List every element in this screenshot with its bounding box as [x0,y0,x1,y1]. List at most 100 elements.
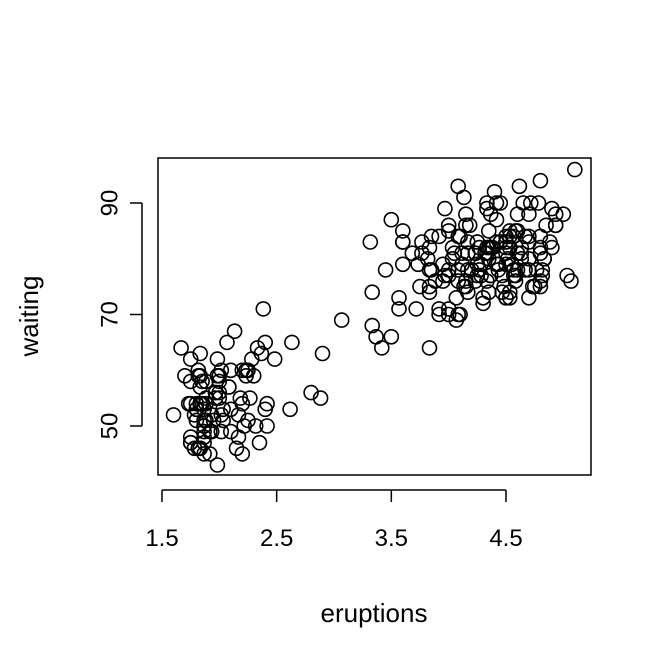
data-point [284,334,300,351]
data-point [312,390,329,406]
data-point [194,395,210,412]
data-point [522,195,539,211]
data-point [521,250,537,267]
data-point [188,395,205,412]
data-point [528,262,545,278]
x-tick-label: 4.5 [489,525,522,552]
data-point [532,273,549,289]
data-point [461,217,478,234]
plot-frame [157,157,592,476]
data-point [467,273,484,289]
data-point [431,306,447,323]
data-point [509,262,526,278]
data-point [408,301,425,317]
data-point [421,262,438,278]
data-point [458,273,474,289]
data-point [479,200,495,217]
data-point [314,345,331,362]
data-point [240,362,256,379]
data-point [364,317,381,334]
data-point [259,395,275,412]
data-point [362,234,379,250]
data-point [259,418,275,434]
data-point [186,440,203,457]
data-point [333,312,350,328]
data-point [437,200,453,217]
data-point [534,262,551,278]
data-point [480,223,497,239]
data-point [391,301,407,317]
data-point [431,301,447,317]
data-point [182,395,199,412]
data-point [177,367,193,384]
data-point [236,418,252,434]
data-point [475,289,491,306]
data-point [421,239,438,256]
data-point [234,395,251,412]
data-point [440,306,457,323]
x-tick-label: 2.5 [260,525,293,552]
data-point [412,278,428,295]
data-point [503,256,520,273]
data-point [190,440,207,457]
data-point [215,412,231,429]
data-point [421,340,438,356]
data-point [488,234,505,250]
data-point [255,301,272,317]
data-point [182,351,199,367]
data-point [226,323,243,340]
y-tick-label: 90 [97,190,124,217]
data-point [209,351,226,367]
y-axis: 50 70 90 [97,190,143,439]
data-point [221,379,237,395]
data-point [454,245,470,261]
data-point [507,223,524,239]
data-point [435,256,451,273]
data-point [517,262,533,278]
data-point [377,262,394,278]
data-point [194,373,210,390]
data-point [251,434,268,451]
data-point [394,256,411,273]
data-point [257,334,274,351]
data-point [198,395,214,412]
data-point [190,362,207,379]
data-point [196,423,212,440]
data-point [421,278,438,295]
data-point [566,161,583,178]
data-point [473,267,489,284]
data-point [530,195,547,211]
x-axis-label: eruptions [321,598,428,628]
data-point [249,340,266,356]
data-point [391,289,407,306]
data-point [383,211,400,228]
data-point [373,340,390,356]
data-point [192,345,208,362]
data-point [532,239,549,256]
data-point [547,217,564,234]
x-axis: 1.5 2.5 3.5 4.5 [145,489,523,552]
y-tick-label: 70 [97,301,124,328]
data-point [440,262,457,278]
data-point [473,256,489,273]
data-point [165,407,182,423]
data-point [469,234,486,250]
data-point [492,234,509,250]
y-axis-label: waiting [14,276,44,358]
data-point [182,429,199,445]
x-tick-label: 1.5 [145,525,178,552]
data-point [282,401,298,418]
data-point [223,423,239,440]
data-point [458,278,474,295]
data-point [173,340,189,356]
data-point [532,278,549,295]
data-point [266,351,283,367]
data-point [459,262,476,278]
data-point [515,195,532,211]
data-points [165,161,583,473]
data-point [492,195,509,211]
data-point [526,278,543,295]
data-point [234,446,251,462]
data-point [450,273,467,289]
